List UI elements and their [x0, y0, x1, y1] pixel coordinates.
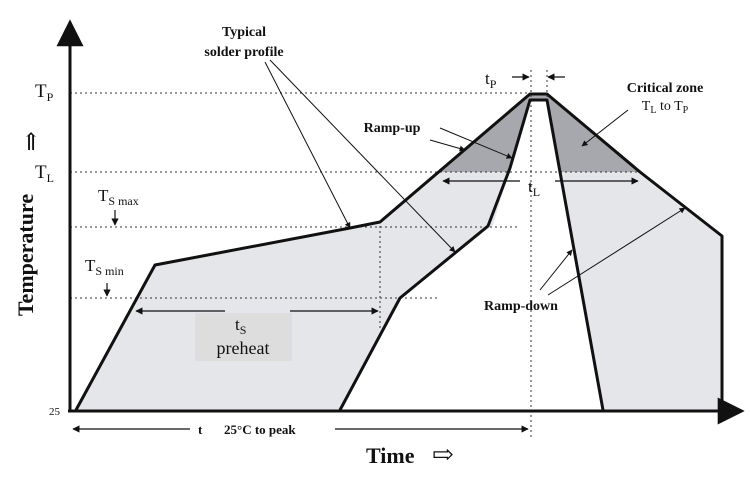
origin-tick-label: 25: [49, 406, 61, 418]
critical-zone-area: [441, 94, 640, 172]
x-axis-arrow-icon: ⇨: [432, 440, 454, 469]
y-axis-label: Temperature: [13, 194, 38, 316]
typical-profile-pointer-1: [264, 61, 351, 229]
t-peak-label-rest: 25°C to peak: [224, 422, 296, 437]
ramp-down-pointer-1: [539, 249, 573, 291]
typical-profile-label-line1: Typical: [222, 25, 266, 40]
tp-label: TP: [35, 81, 54, 104]
tp-duration-label: tP: [485, 69, 497, 91]
ramp-up-label: Ramp-up: [364, 121, 421, 136]
ramp-up-pointer-2: [439, 127, 513, 159]
ts-min-label: TS min: [85, 256, 124, 278]
typical-profile-label-line2: solder profile: [204, 45, 283, 60]
critical-zone-pointer: [581, 109, 629, 147]
ramp-down-pointer-2: [547, 207, 686, 296]
upper-profile-line: [74, 92, 724, 411]
critical-zone-label: Critical zone: [627, 81, 704, 96]
y-axis-arrow-icon: ⇑: [21, 130, 41, 156]
lower-profile-line: [338, 98, 605, 411]
typical-profile-pointer-2: [269, 59, 456, 253]
tl-label: TL: [35, 162, 54, 185]
ts-duration-label: tS: [235, 315, 246, 337]
t-peak-label-t: t: [198, 422, 203, 437]
preheat-label: preheat: [217, 338, 270, 358]
ramp-up-pointer-1: [429, 139, 466, 152]
process-window-area: [76, 94, 722, 410]
ramp-down-label: Ramp-down: [484, 299, 558, 314]
preheat-box: [195, 313, 292, 361]
tl-duration-label: tL: [528, 177, 540, 199]
ts-max-label: TS max: [98, 186, 139, 208]
x-axis-label: Time: [366, 443, 415, 468]
critical-zone-range: TL to TP: [642, 99, 689, 116]
